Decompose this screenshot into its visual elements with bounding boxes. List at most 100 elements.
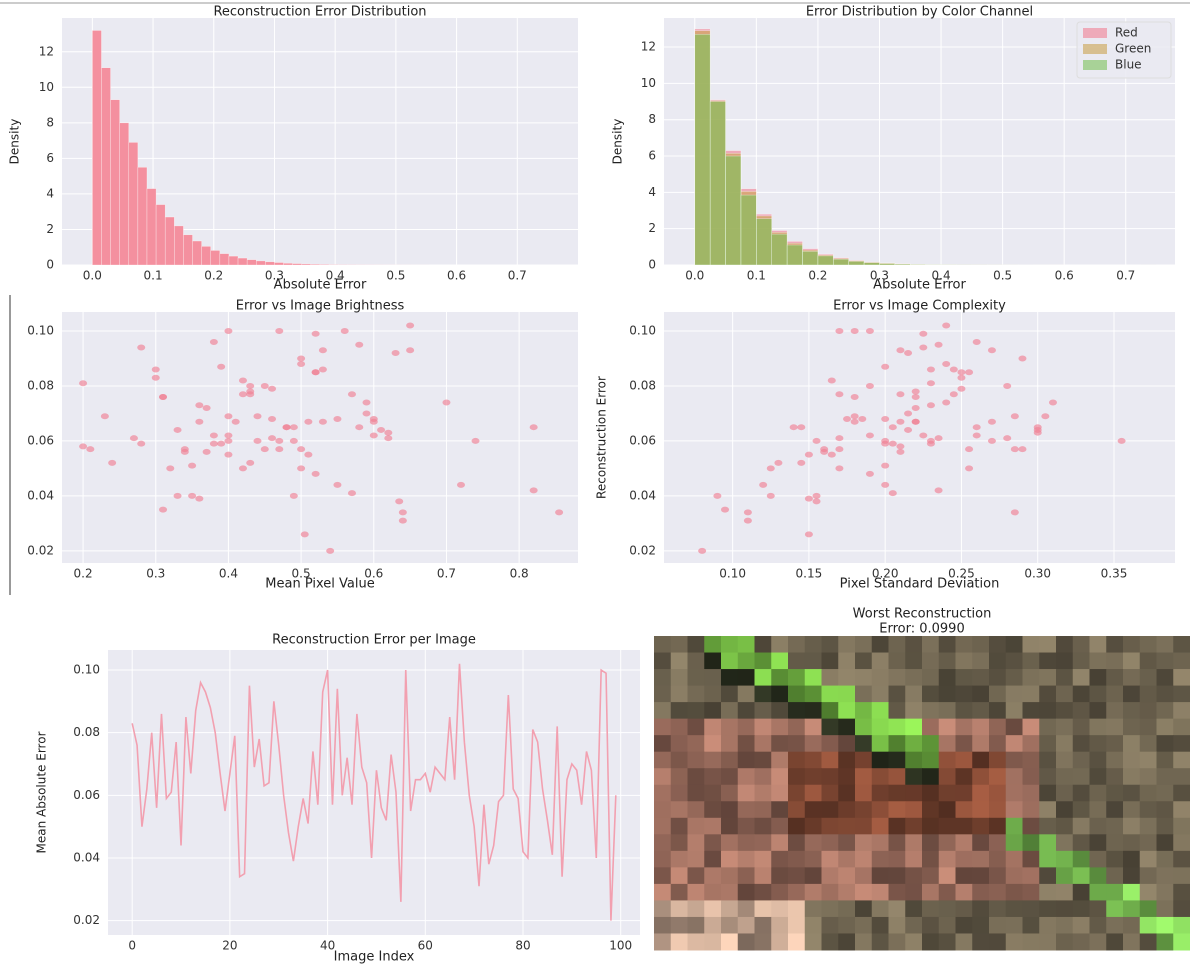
histogram-bar xyxy=(725,155,742,266)
image-pixel xyxy=(1123,784,1141,802)
image-pixel xyxy=(855,768,873,786)
x-tick-label: 0.30 xyxy=(1024,567,1051,581)
image-pixel xyxy=(1022,768,1040,786)
scatter-point xyxy=(275,327,284,334)
scatter-point xyxy=(896,391,905,398)
image-pixel xyxy=(1106,784,1124,802)
image-pixel xyxy=(905,751,923,769)
histogram-bar xyxy=(237,257,248,266)
image-pixel xyxy=(955,916,973,934)
image-pixel xyxy=(1056,900,1074,918)
image-pixel xyxy=(838,850,856,868)
image-pixel xyxy=(855,751,873,769)
image-pixel xyxy=(1072,735,1090,753)
x-tick-label: 0.2 xyxy=(204,269,223,283)
scatter-point xyxy=(881,462,890,469)
image-pixel xyxy=(855,702,873,720)
image-pixel xyxy=(922,669,940,687)
image-pixel xyxy=(821,735,839,753)
image-pixel xyxy=(704,817,722,835)
scatter-point xyxy=(79,443,88,450)
image-pixel xyxy=(1005,669,1023,687)
x-tick-label: 0.7 xyxy=(437,567,456,581)
image-pixel xyxy=(737,636,755,654)
image-pixel xyxy=(821,784,839,802)
y-tick-label: 10 xyxy=(641,76,656,90)
legend-label: Red xyxy=(1115,26,1138,40)
image-pixel xyxy=(989,718,1007,736)
image-pixel xyxy=(704,669,722,687)
image-pixel xyxy=(687,784,705,802)
image-pixel xyxy=(821,636,839,654)
image-pixel xyxy=(922,685,940,703)
image-pixel xyxy=(1022,669,1040,687)
image-pixel xyxy=(989,801,1007,819)
scatter-point xyxy=(949,391,958,398)
x-tick-label: 0.5 xyxy=(292,567,311,581)
image-pixel xyxy=(1072,916,1090,934)
x-tick-label: 0.15 xyxy=(796,567,823,581)
x-tick-label: 0.1 xyxy=(144,269,163,283)
image-pixel xyxy=(821,768,839,786)
scatter-point xyxy=(202,404,211,411)
x-tick-label: 40 xyxy=(320,939,335,953)
scatter-point xyxy=(238,465,247,472)
image-pixel xyxy=(1089,916,1107,934)
scatter-point xyxy=(957,385,966,392)
image-pixel xyxy=(788,916,806,934)
x-tick-label: 0.1 xyxy=(747,269,766,283)
scatter-point xyxy=(238,377,247,384)
scatter-point xyxy=(804,495,813,502)
image-pixel xyxy=(804,784,822,802)
image-pixel xyxy=(721,784,739,802)
image-pixel xyxy=(1123,834,1141,852)
image-pixel xyxy=(687,883,705,901)
image-pixel xyxy=(771,867,789,885)
scatter-point xyxy=(942,322,951,329)
scatter-point xyxy=(804,531,813,538)
image-pixel xyxy=(754,933,772,951)
image-pixel xyxy=(1173,883,1190,901)
image-pixel xyxy=(771,636,789,654)
image-pixel xyxy=(855,652,873,670)
image-pixel xyxy=(955,702,973,720)
scatter-point xyxy=(217,363,226,370)
image-pixel xyxy=(654,735,672,753)
image-pixel xyxy=(1072,784,1090,802)
scatter-point xyxy=(698,547,707,554)
scatter-point xyxy=(180,446,189,453)
scatter-point xyxy=(297,360,306,367)
scatter-point xyxy=(858,415,867,422)
image-pixel xyxy=(855,685,873,703)
image-pixel xyxy=(1005,933,1023,951)
image-pixel xyxy=(1056,636,1074,654)
image-pixel xyxy=(1056,801,1074,819)
image-pixel xyxy=(972,702,990,720)
x-tick-label: 20 xyxy=(222,939,237,953)
scatter-point xyxy=(384,429,393,436)
image-pixel xyxy=(1039,685,1057,703)
y-tick-label: 0.10 xyxy=(629,323,656,337)
scatter-point xyxy=(812,492,821,499)
image-pixel xyxy=(821,702,839,720)
scatter-point xyxy=(850,327,859,334)
image-pixel xyxy=(989,883,1007,901)
scatter-point xyxy=(246,382,255,389)
image-pixel xyxy=(771,702,789,720)
histogram-bar xyxy=(771,233,788,266)
image-pixel xyxy=(771,933,789,951)
image-pixel xyxy=(771,801,789,819)
image-pixel xyxy=(1005,850,1023,868)
y-tick-label: 4 xyxy=(648,185,656,199)
x-tick-label: 0.3 xyxy=(870,269,889,283)
image-pixel xyxy=(1022,636,1040,654)
image-pixel xyxy=(687,685,705,703)
y-tick-label: 0.08 xyxy=(27,378,54,392)
image-pixel xyxy=(754,867,772,885)
scatter-point xyxy=(297,446,306,453)
image-pixel xyxy=(821,883,839,901)
scatter-point xyxy=(195,402,204,409)
image-pixel xyxy=(1056,735,1074,753)
scatter-point xyxy=(311,330,320,337)
